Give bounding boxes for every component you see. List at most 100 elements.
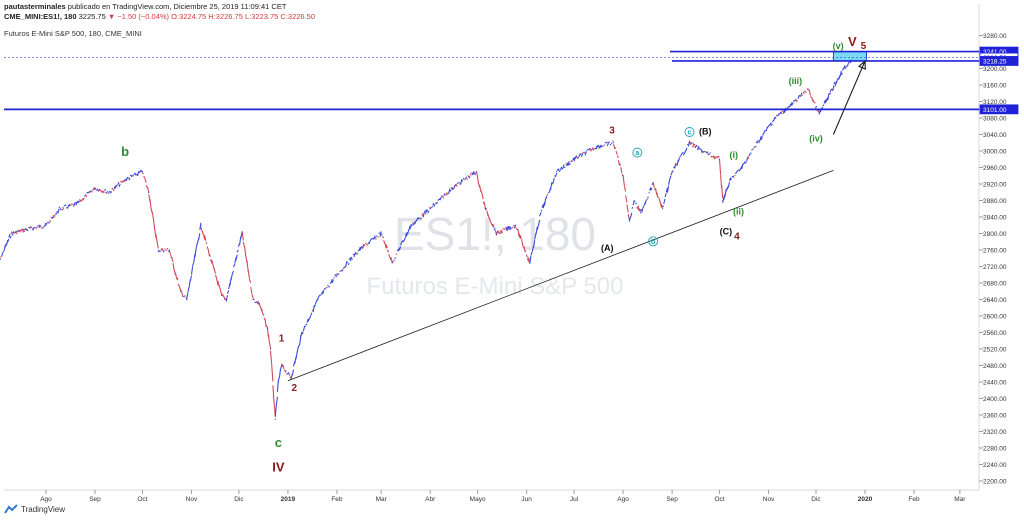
price-point [301, 331, 303, 334]
price-point [108, 191, 110, 193]
y-tick-label: 3040.00 [983, 132, 1007, 139]
trendline [287, 170, 834, 382]
price-point [595, 146, 597, 148]
x-tick-label: Feb [331, 496, 343, 503]
price-point [75, 204, 77, 206]
price-point [277, 381, 280, 383]
price-point [573, 158, 575, 160]
y-tick-label: 2200.00 [983, 479, 1007, 486]
price-point [258, 303, 261, 305]
price-point [380, 232, 382, 235]
y-tick-label: 2760.00 [983, 248, 1007, 255]
y-tick-label: 3160.00 [983, 83, 1007, 90]
x-tick-label: Abr [425, 496, 436, 503]
wave-label: (i) [730, 150, 739, 160]
price-point [429, 208, 431, 210]
watermark-name: Futuros E-Mini S&P 500 [366, 273, 623, 300]
y-tick-label: 2840.00 [983, 215, 1007, 222]
price-point [496, 232, 498, 235]
price-label: 3241.00 [983, 49, 1007, 56]
price-point [622, 175, 624, 177]
y-tick-label: 2520.00 [983, 347, 1007, 354]
price-point [266, 327, 268, 329]
y-tick-label: 2560.00 [983, 330, 1007, 337]
price-point [639, 212, 642, 214]
price-point [141, 171, 144, 173]
price-point [10, 232, 12, 235]
x-tick-label: Nov [186, 496, 198, 503]
price-label: 3218.25 [983, 58, 1007, 65]
price-point [26, 228, 28, 230]
y-tick-label: 2480.00 [983, 363, 1007, 370]
price-point [756, 142, 759, 144]
price-point [730, 179, 732, 181]
wave-label: 2 [291, 383, 297, 394]
footer-brand: TradingView [21, 504, 66, 514]
price-point [186, 298, 188, 301]
y-tick-label: 3280.00 [983, 33, 1007, 40]
price-point [701, 150, 703, 152]
wave-label: (ii) [733, 207, 744, 217]
price-point [718, 158, 721, 160]
price-point [633, 199, 635, 202]
y-tick-label: 3080.00 [983, 116, 1007, 123]
chart-header-line2: CME_MINI:ES1!, 180 3225.75 ▼ −1.50 (−0.0… [4, 12, 315, 21]
x-tick-label: Ago [617, 496, 629, 503]
watermark-symbol: ES1!, 180 [394, 208, 596, 260]
x-tick-label: Jul [570, 496, 579, 503]
y-tick-label: 3000.00 [983, 149, 1007, 156]
y-tick-label: 2920.00 [983, 182, 1007, 189]
price-point [148, 191, 150, 193]
wave-label: (v) [833, 41, 844, 51]
wave-label: b [121, 144, 129, 159]
price-point [317, 298, 319, 301]
price-point [280, 364, 283, 367]
tradingview-logo-icon [4, 504, 18, 514]
price-point [722, 199, 724, 202]
y-tick-label: 2360.00 [983, 413, 1007, 420]
wave-label-circle [684, 127, 695, 137]
price-point [59, 208, 61, 210]
x-tick-label: Oct [714, 496, 724, 503]
price-point [529, 261, 531, 263]
y-tick-label: 2400.00 [983, 396, 1007, 403]
x-axis: Ago Sep Oct Nov Dic 2019 Feb Mar Abr Mayo Jun Jul Ag… [40, 490, 966, 503]
price-label-box [979, 56, 1019, 66]
price-point [94, 187, 96, 189]
price-point [225, 298, 227, 301]
price-point [556, 171, 558, 173]
wave-label: 4 [734, 231, 740, 242]
price-point [157, 249, 159, 251]
price-point [220, 294, 223, 296]
x-tick-label: Sep [666, 496, 678, 503]
x-tick-label: Nov [763, 496, 775, 503]
ohlc-values: O:3224.75 H:3226.75 L:3223.75 C:3226.50 [171, 12, 316, 21]
x-tick-label: Sep [89, 496, 101, 503]
y-tick-label: 2240.00 [983, 462, 1007, 469]
price-point [475, 171, 477, 173]
wave-label: V [848, 34, 857, 49]
wave-label-circle [632, 147, 643, 158]
projection-arrow-head [857, 59, 866, 70]
price-line-down [0, 60, 851, 417]
price-point [168, 249, 170, 251]
x-tick-label: 2019 [281, 496, 296, 503]
legend-title: Futuros E-Mini S&P 500, 180, CME_MINI [4, 29, 142, 38]
wave-label: IV [272, 460, 285, 475]
y-tick-label: 2720.00 [983, 264, 1007, 271]
y-tick-label: 2960.00 [983, 165, 1007, 172]
price-point [514, 224, 517, 226]
y-tick-label: 3120.00 [983, 99, 1007, 106]
wave-label: c [275, 435, 282, 450]
price-point [540, 212, 542, 214]
wave-label: (B) [699, 127, 712, 137]
price-point [840, 72, 842, 74]
y-axis: 3280.003240.003200.003160.003120.003080.… [979, 33, 1007, 486]
price-point [628, 220, 631, 222]
wave-labels: b 1 2 c IV 3 (A) b a c (B) (i) (ii)(C) 4 (iii) (iv) (v) V… [121, 34, 867, 475]
last-price: 3225.75 [78, 12, 106, 21]
x-tick-label: Ago [40, 496, 52, 503]
price-series [0, 57, 853, 420]
wave-label: 3 [609, 125, 615, 136]
